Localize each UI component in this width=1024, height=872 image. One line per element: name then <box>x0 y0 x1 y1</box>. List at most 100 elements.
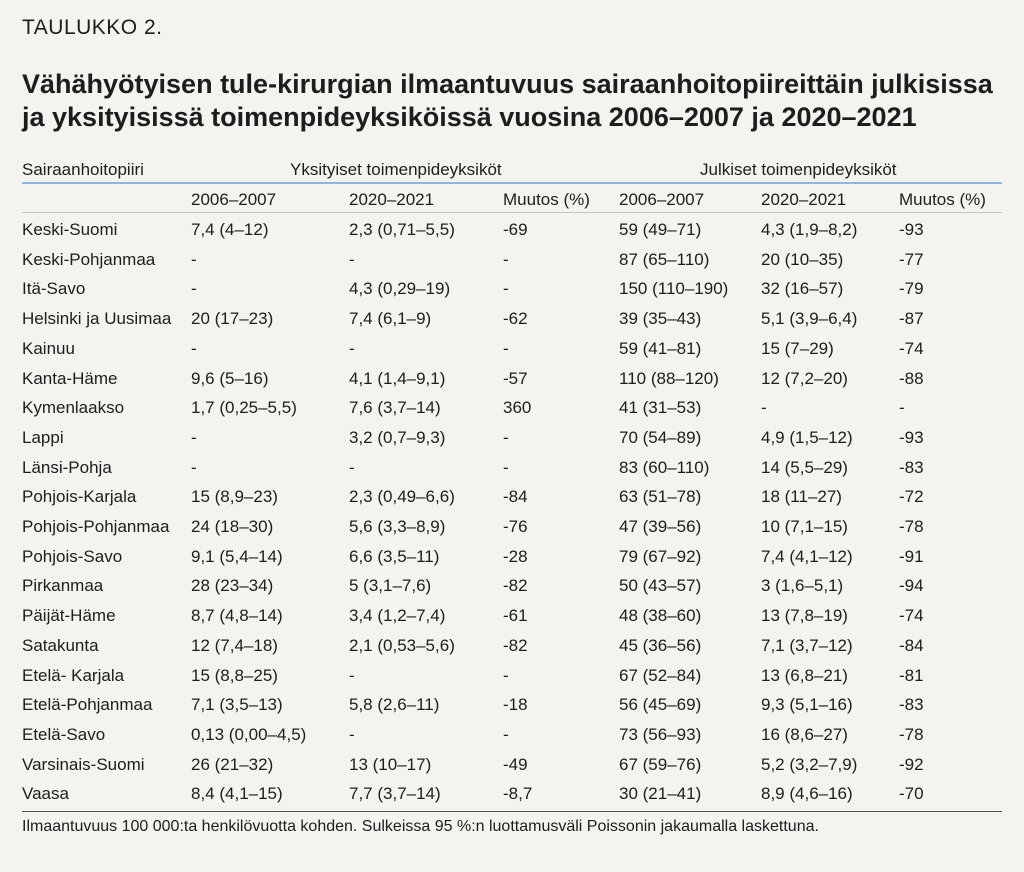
table-cell: -69 <box>503 220 528 239</box>
row-district-name: Pohjois-Karjala <box>22 487 137 507</box>
table-cell: 9,3 (5,1–16) <box>761 695 853 715</box>
row-district-name: Helsinki ja Uusimaa <box>22 309 172 329</box>
table-cell: 20 (10–35) <box>761 249 844 269</box>
row-district-name: Etelä-Pohjanmaa <box>22 695 153 715</box>
table-cell: 15 (8,9–23) <box>191 487 278 507</box>
table-cell: 15 (7–29) <box>761 338 834 358</box>
table-cell: 56 (45–69) <box>619 695 702 715</box>
table-label: TAULUKKO 2. <box>22 16 163 39</box>
table-cell: -81 <box>899 665 924 685</box>
col-header: 2006–2007 <box>619 190 705 209</box>
table-cell: -77 <box>899 249 924 269</box>
table-cell: - <box>503 427 509 447</box>
table-cell: 79 (67–92) <box>619 546 702 566</box>
row-district-name: Lappi <box>22 427 64 447</box>
table-cell: 7,1 (3,5–13) <box>191 695 283 715</box>
table-cell: -82 <box>503 576 528 596</box>
table-cell: 5,8 (2,6–11) <box>349 695 440 715</box>
row-district-name: Länsi-Pohja <box>22 457 112 477</box>
table-cell: 110 (88–120) <box>619 368 719 388</box>
row-district-name: Kanta-Häme <box>22 368 118 388</box>
table-cell: 70 (54–89) <box>619 427 702 447</box>
table-cell: - <box>191 427 197 447</box>
table-cell: 47 (39–56) <box>619 517 702 536</box>
table-bottom-rule <box>22 811 1002 812</box>
row-district-name: Kainuu <box>22 338 75 358</box>
table-cell: 2,3 (0,49–6,6) <box>349 487 455 507</box>
table-cell: -82 <box>503 635 528 655</box>
table-cell: 4,3 (0,29–19) <box>349 279 451 299</box>
table-cell: 9,1 (5,4–14) <box>191 546 283 566</box>
table-cell: 6,6 (3,5–11) <box>349 546 440 566</box>
col-header: 2020–2021 <box>349 190 435 209</box>
table-cell: 50 (43–57) <box>619 576 702 596</box>
table-cell: 3,4 (1,2–7,4) <box>349 606 446 626</box>
table-cell: 4,3 (1,9–8,2) <box>761 220 858 239</box>
table-cell: -74 <box>899 338 924 358</box>
table-cell: 63 (51–78) <box>619 487 702 507</box>
table-cell: -49 <box>503 754 528 774</box>
table-cell: - <box>503 724 509 744</box>
table-cell: -57 <box>503 368 528 388</box>
table-cell: -74 <box>899 606 924 626</box>
row-district-name: Vaasa <box>22 784 69 804</box>
table-cell: 2,1 (0,53–5,6) <box>349 635 455 655</box>
table-cell: -84 <box>503 487 528 507</box>
col-header: Muutos (%) <box>503 190 590 209</box>
table-cell: 13 (6,8–21) <box>761 665 848 685</box>
table-cell: 7,4 (4–12) <box>191 220 269 239</box>
table-cell: 7,6 (3,7–14) <box>349 398 441 418</box>
table-cell: - <box>349 338 355 358</box>
table-cell: 360 <box>503 398 532 418</box>
table-cell: -93 <box>899 427 924 447</box>
table-cell: 67 (52–84) <box>619 665 702 685</box>
table-cell: -62 <box>503 309 528 329</box>
table-cell: 3,2 (0,7–9,3) <box>349 427 446 447</box>
table-cell: 4,9 (1,5–12) <box>761 427 853 447</box>
table-cell: 87 (65–110) <box>619 249 710 269</box>
table-cell: 7,4 (6,1–9) <box>349 309 432 329</box>
row-district-name: Keski-Pohjanmaa <box>22 249 156 269</box>
table-cell: 32 (16–57) <box>761 279 844 299</box>
table-cell: 9,6 (5–16) <box>191 368 269 388</box>
table-cell: -88 <box>899 368 924 388</box>
table-cell: -83 <box>899 457 924 477</box>
table-cell: 7,1 (3,7–12) <box>761 635 853 655</box>
table-cell: 1,7 (0,25–5,5) <box>191 398 297 418</box>
table-cell: - <box>503 279 509 299</box>
table-cell: 41 (31–53) <box>619 398 702 418</box>
row-district-name: Pohjois-Savo <box>22 546 123 566</box>
table-cell: 12 (7,4–18) <box>191 635 278 655</box>
table-cell: - <box>349 249 355 269</box>
table-cell: - <box>503 665 509 685</box>
table-cell: 15 (8,8–25) <box>191 665 278 685</box>
table-cell: 59 (49–71) <box>619 220 702 239</box>
footnote: Ilmaantuvuus 100 000:ta henkilövuotta ko… <box>22 818 819 835</box>
row-district-name: Itä-Savo <box>22 279 86 299</box>
table-cell: 13 (7,8–19) <box>761 606 848 626</box>
header-public-group: Julkiset toimenpideyksiköt <box>700 160 897 179</box>
table-cell: -8,7 <box>503 784 533 804</box>
table-cell: -84 <box>899 635 924 655</box>
col-header: Muutos (%) <box>899 190 986 209</box>
table-cell: 12 (7,2–20) <box>761 368 848 388</box>
table-cell: 5,6 (3,3–8,9) <box>349 517 446 536</box>
table-cell: - <box>191 279 197 299</box>
table-cell: 14 (5,5–29) <box>761 457 848 477</box>
row-district-name: Keski-Suomi <box>22 220 118 239</box>
subheader-rule <box>22 212 1002 213</box>
table-cell: - <box>191 249 197 269</box>
header-rule <box>22 182 1002 184</box>
table-title-line: Vähähyötyisen tule-kirurgian ilmaantuvuu… <box>22 69 993 99</box>
table-title: Vähähyötyisen tule-kirurgian ilmaantuvuu… <box>22 68 1012 134</box>
table-cell: 8,7 (4,8–14) <box>191 606 283 626</box>
table-cell: -87 <box>899 309 924 329</box>
table-cell: -70 <box>899 784 924 804</box>
row-district-name: Etelä- Karjala <box>22 665 125 685</box>
table-cell: 2,3 (0,71–5,5) <box>349 220 455 239</box>
table-cell: 83 (60–110) <box>619 457 710 477</box>
table-cell: -76 <box>503 517 528 536</box>
table-cell: -78 <box>899 724 924 744</box>
table-cell: -94 <box>899 576 924 596</box>
